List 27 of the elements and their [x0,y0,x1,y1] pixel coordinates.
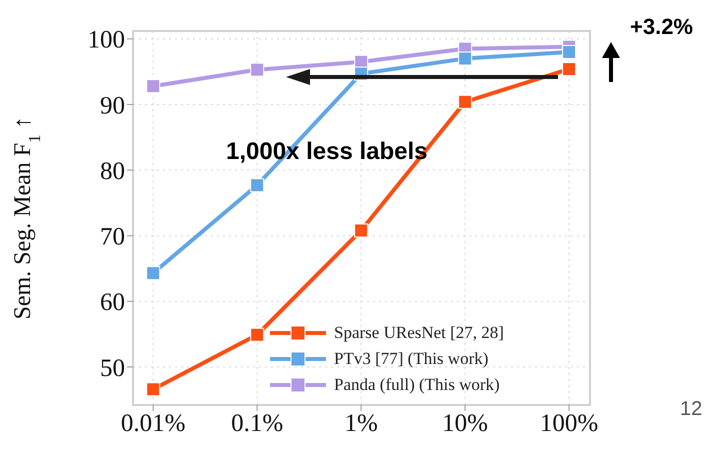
x-tick-label: 100% [540,410,598,437]
point [354,223,368,238]
legend-label: Panda (full) (This work) [334,374,500,396]
legend-label: Sparse UResNet [27, 28] [334,322,504,344]
y-tick-label: 70 [100,224,125,251]
point [250,178,264,192]
point [250,328,264,342]
text: +3.2% [630,14,693,40]
point [146,266,160,280]
x-tick-label: 0.01% [120,410,186,437]
y-tick-label: 90 [100,92,125,120]
x-tick-label: 0.1% [231,410,284,437]
point [562,62,576,76]
x-tick-label: 1% [344,410,378,437]
y-tick-label: 60 [100,289,125,316]
point [146,382,160,396]
point [458,52,472,66]
point [562,44,576,59]
text: 12 [680,398,702,421]
y-tick-label: 80 [100,158,125,185]
point [146,79,160,94]
point [458,94,472,109]
x-tick-label: 10% [442,410,488,437]
y-tick-label: 50 [100,354,125,382]
point [250,62,264,77]
y-tick-label: 100 [88,26,125,54]
legend-label: PTv3 [77] (This work) [334,348,488,370]
